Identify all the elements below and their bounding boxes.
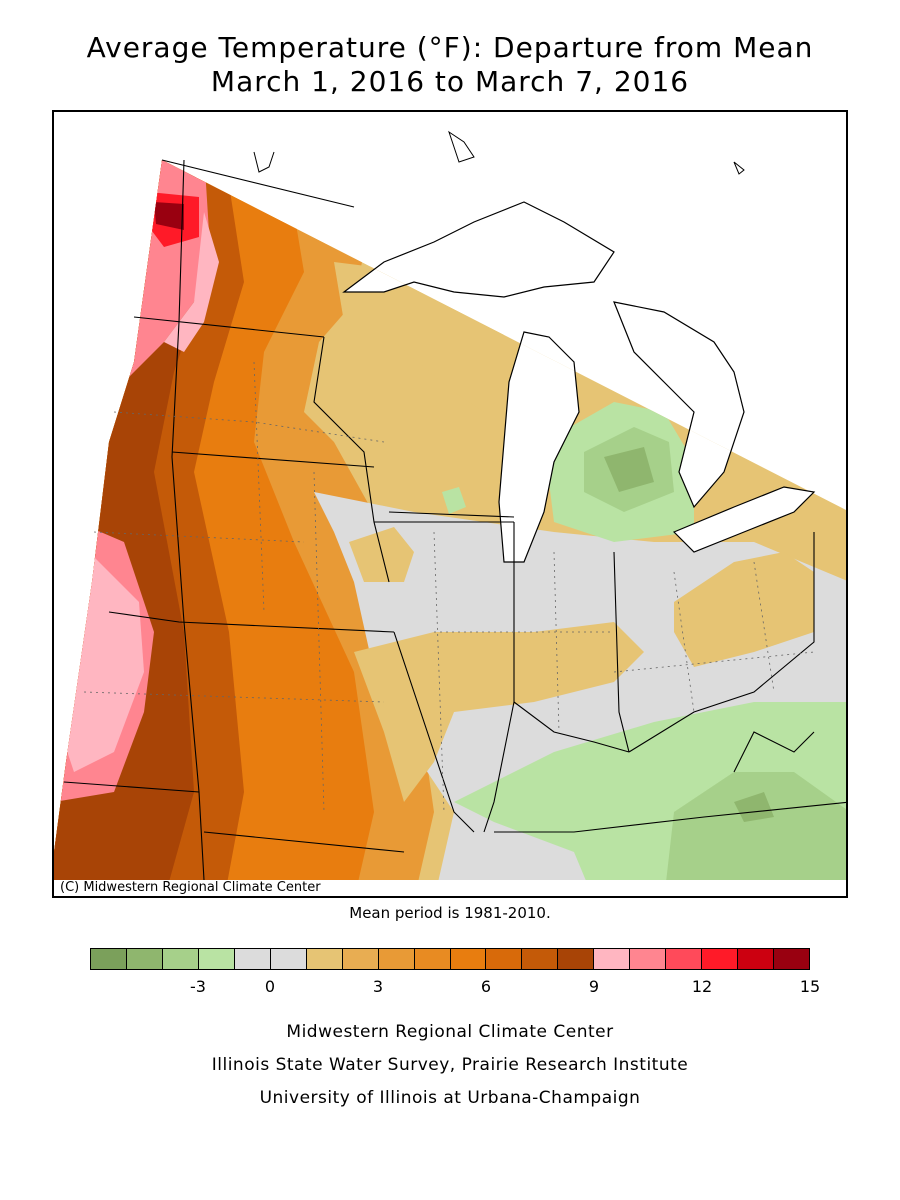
legend-swatch bbox=[91, 949, 127, 969]
temperature-departure-map bbox=[54, 130, 846, 881]
legend-swatch bbox=[738, 949, 775, 969]
legend-tick-label: 9 bbox=[588, 977, 600, 996]
legend-tick-label: 12 bbox=[691, 977, 713, 996]
legend-swatch bbox=[522, 949, 559, 969]
credit-uiuc: University of Illinois at Urbana-Champai… bbox=[259, 1088, 641, 1108]
zone-tan-north bbox=[334, 262, 524, 412]
legend-swatch bbox=[702, 949, 739, 969]
zone-tan-iowa bbox=[349, 527, 414, 582]
legend-swatch bbox=[774, 949, 810, 969]
lake-erie bbox=[674, 487, 814, 552]
zone-midgreen-southeast bbox=[664, 772, 846, 880]
color-legend-bar bbox=[90, 948, 810, 970]
credit-isws: Illinois State Water Survey, Prairie Res… bbox=[211, 1055, 689, 1075]
legend-swatch bbox=[198, 949, 235, 969]
legend-swatch bbox=[378, 949, 415, 969]
legend-tick-label: -3 bbox=[190, 977, 206, 996]
map-date-range: March 1, 2016 to March 7, 2016 bbox=[210, 65, 690, 98]
canada-coast bbox=[253, 130, 745, 175]
legend-swatch bbox=[594, 949, 631, 969]
copyright-label: (C) Midwestern Regional Climate Center bbox=[56, 880, 325, 896]
lake-outlines bbox=[342, 201, 816, 563]
zone-tan-east bbox=[674, 552, 814, 667]
mean-period-note: Mean period is 1981-2010. bbox=[349, 904, 551, 922]
legend-swatch bbox=[234, 949, 271, 969]
legend-tick-label: 15 bbox=[799, 977, 821, 996]
legend-tick-label: 3 bbox=[372, 977, 384, 996]
legend-swatch bbox=[306, 949, 343, 969]
state-boundaries bbox=[63, 159, 846, 881]
map-title: Average Temperature (°F): Departure from… bbox=[86, 31, 814, 64]
zone-darkgreen-michigan bbox=[604, 447, 654, 492]
legend-swatch bbox=[558, 949, 595, 969]
legend-swatch bbox=[630, 949, 667, 969]
zone-darkgreen-southeast bbox=[734, 792, 774, 822]
legend-tick-label: 0 bbox=[264, 977, 276, 996]
lake-michigan bbox=[499, 332, 579, 562]
lake-superior bbox=[344, 202, 614, 297]
zone-tan-middle bbox=[354, 622, 644, 802]
credit-mrcc: Midwestern Regional Climate Center bbox=[286, 1022, 614, 1042]
legend-swatch bbox=[666, 949, 703, 969]
legend-swatch bbox=[162, 949, 199, 969]
zone-light-pink-north bbox=[164, 212, 219, 352]
contour-fills bbox=[54, 160, 846, 880]
legend-tick-label: 6 bbox=[480, 977, 492, 996]
map-frame bbox=[52, 110, 848, 898]
legend-swatch bbox=[126, 949, 163, 969]
legend-swatch bbox=[270, 949, 307, 969]
legend-swatch bbox=[486, 949, 523, 969]
zone-green-wisconsin bbox=[442, 487, 466, 514]
legend-swatch bbox=[450, 949, 487, 969]
zone-dark-red bbox=[154, 202, 184, 230]
legend-swatch bbox=[342, 949, 379, 969]
climate-division-lines bbox=[83, 361, 815, 813]
legend-swatch bbox=[414, 949, 451, 969]
zone-green-upper bbox=[364, 224, 404, 250]
